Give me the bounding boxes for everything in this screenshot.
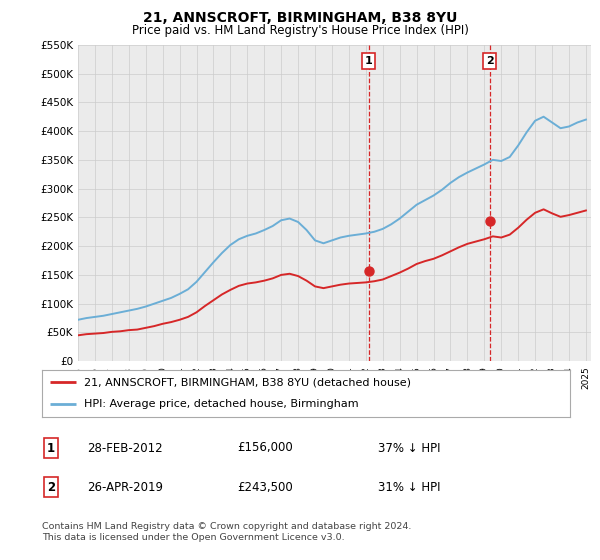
Text: 1: 1 (47, 441, 55, 455)
Text: 21, ANNSCROFT, BIRMINGHAM, B38 8YU (detached house): 21, ANNSCROFT, BIRMINGHAM, B38 8YU (deta… (84, 377, 411, 388)
Text: 37% ↓ HPI: 37% ↓ HPI (378, 441, 440, 455)
Text: Contains HM Land Registry data © Crown copyright and database right 2024.: Contains HM Land Registry data © Crown c… (42, 522, 412, 531)
Text: £156,000: £156,000 (237, 441, 293, 455)
Text: This data is licensed under the Open Government Licence v3.0.: This data is licensed under the Open Gov… (42, 533, 344, 542)
Text: 1: 1 (365, 56, 373, 66)
Text: HPI: Average price, detached house, Birmingham: HPI: Average price, detached house, Birm… (84, 399, 359, 409)
Text: Price paid vs. HM Land Registry's House Price Index (HPI): Price paid vs. HM Land Registry's House … (131, 24, 469, 36)
Text: 21, ANNSCROFT, BIRMINGHAM, B38 8YU: 21, ANNSCROFT, BIRMINGHAM, B38 8YU (143, 11, 457, 25)
Text: 2: 2 (47, 480, 55, 494)
Text: £243,500: £243,500 (237, 480, 293, 494)
Text: 28-FEB-2012: 28-FEB-2012 (87, 441, 163, 455)
Text: 26-APR-2019: 26-APR-2019 (87, 480, 163, 494)
Text: 31% ↓ HPI: 31% ↓ HPI (378, 480, 440, 494)
Text: 2: 2 (486, 56, 494, 66)
